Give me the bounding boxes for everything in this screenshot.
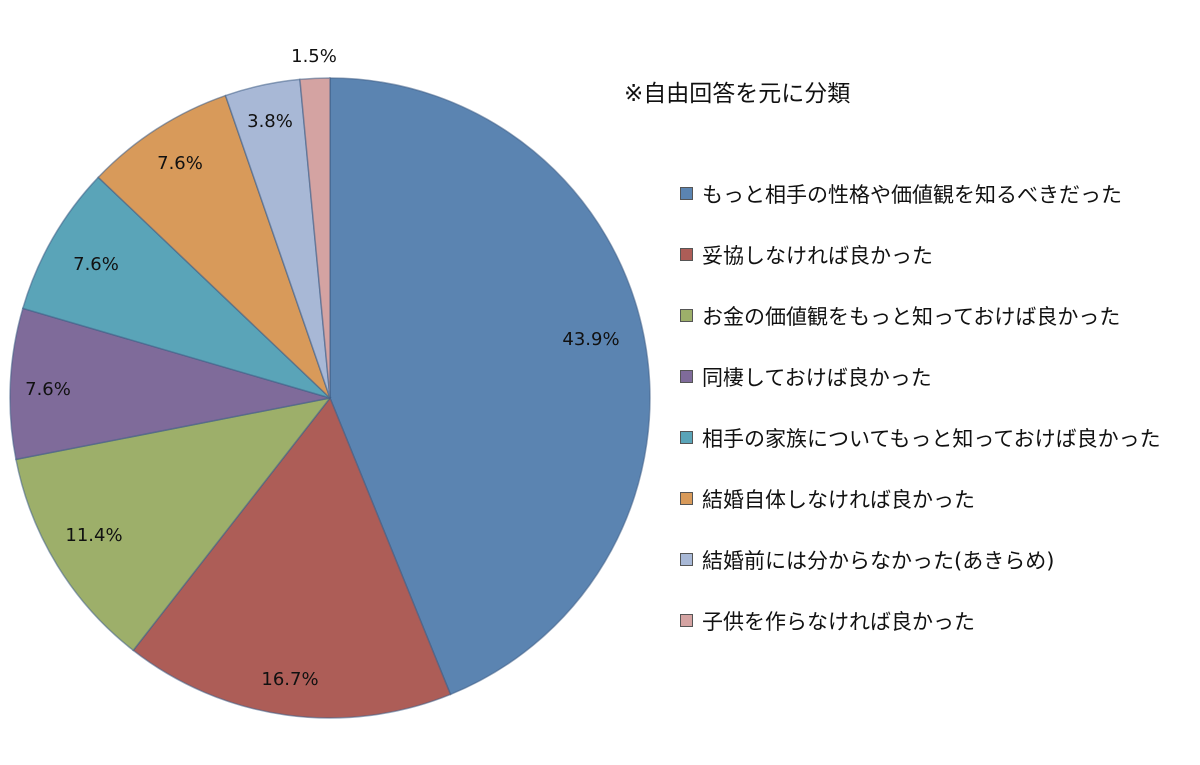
legend-swatch [680, 431, 693, 444]
legend-label: 子供を作らなければ良かった [702, 610, 975, 634]
legend-label: 結婚自体しなければ良かった [702, 488, 975, 512]
legend-swatch [680, 614, 693, 627]
legend-swatch [680, 309, 693, 322]
legend-item: もっと相手の性格や価値観を知るべきだった [680, 176, 1200, 237]
slice-data-label: 43.9% [562, 329, 619, 350]
legend-label: 妥協しなければ良かった [702, 244, 933, 268]
legend-label: 同棲しておけば良かった [702, 366, 932, 390]
legend-item: 子供を作らなければ良かった [680, 603, 1200, 664]
pie-slice [21, 176, 331, 399]
pie-slice [9, 307, 331, 461]
legend-label: 結婚前には分からなかった(あきらめ) [702, 549, 1055, 573]
legend-item: 結婚自体しなければ良かった [680, 481, 1200, 542]
slice-data-label: 7.6% [157, 153, 203, 174]
legend-swatch [680, 492, 693, 505]
slice-data-label: 1.5% [291, 46, 337, 67]
legend-label: 相手の家族についてもっと知っておけば良かった [702, 427, 1161, 451]
pie-slice [329, 77, 651, 696]
slice-data-label: 7.6% [25, 379, 71, 400]
legend-item: 妥協しなければ良かった [680, 237, 1200, 298]
legend-swatch [680, 553, 693, 566]
pie-slice [132, 396, 452, 719]
slice-data-label: 3.8% [247, 111, 293, 132]
pie-slice [97, 94, 331, 399]
legend-item: 同棲しておけば良かった [680, 359, 1200, 420]
slice-data-label: 7.6% [73, 254, 119, 275]
slice-data-label: 16.7% [261, 669, 318, 690]
legend-swatch [680, 370, 693, 383]
pie-slice [15, 396, 332, 652]
legend-swatch [680, 248, 693, 261]
legend-label: お金の価値観をもっと知っておけば良かった [702, 305, 1121, 329]
pie-slice [299, 77, 331, 399]
legend-item: 結婚前には分からなかった(あきらめ) [680, 542, 1200, 603]
legend-item: お金の価値観をもっと知っておけば良かった [680, 298, 1200, 359]
chart-note: ※自由回答を元に分類 [624, 81, 851, 107]
chart-legend: もっと相手の性格や価値観を知るべきだった 妥協しなければ良かったお金の価値観をもっ… [680, 176, 1200, 664]
legend-swatch [680, 187, 693, 200]
legend-item: 相手の家族についてもっと知っておけば良かった [680, 420, 1200, 481]
legend-label: もっと相手の性格や価値観を知るべきだった [702, 183, 1122, 207]
slice-data-label: 11.4% [65, 525, 122, 546]
